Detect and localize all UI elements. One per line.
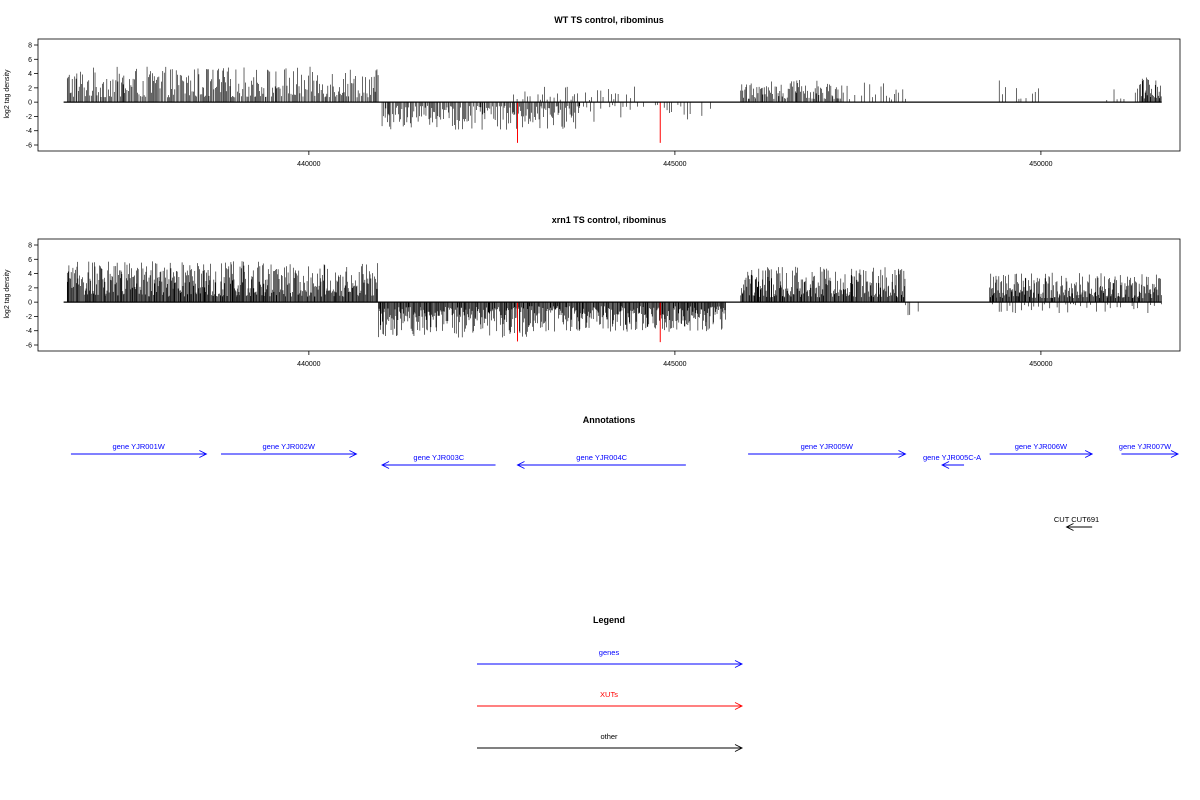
y-tick-label: 8	[28, 243, 32, 250]
y-tick-label: 8	[28, 43, 32, 50]
y-tick-label: -6	[26, 143, 32, 150]
legend-arrowhead	[734, 744, 744, 752]
xrn1-track-ylabel: log2 tag density	[4, 269, 11, 319]
y-tick-label: -2	[26, 114, 32, 121]
annotation-arrowhead	[516, 461, 525, 469]
annotation-label: gene YJR005C-A	[923, 453, 981, 462]
x-tick-label: 440000	[297, 361, 320, 368]
xrn1-highlight-bars	[516, 302, 661, 343]
legend-arrowhead	[734, 660, 744, 668]
legend-label: XUTs	[600, 690, 618, 699]
annotation-arrowhead	[1170, 450, 1180, 458]
wt-highlight-bars	[516, 102, 661, 143]
annotation-arrowhead	[349, 450, 358, 458]
wt-plot-frame	[37, 38, 1181, 152]
legend-arrowhead	[734, 702, 744, 710]
annotation-label: gene YJR004C	[576, 453, 627, 462]
wt-track-ylabel: log2 tag density	[4, 69, 11, 119]
wt-y-axis: 8 6 4 2 0 -2 -4 -6	[26, 43, 38, 150]
y-tick-label: 2	[28, 85, 32, 92]
y-tick-label: 4	[28, 71, 32, 78]
annotations-panel: Annotations gene YJR001W gene YJR002Wgene…	[70, 415, 1180, 531]
wt-x-axis: 440000 445000 450000	[297, 151, 1053, 168]
annotation-label: CUT CUT691	[1054, 515, 1099, 524]
annotation-label: gene YJR007W	[1119, 442, 1172, 451]
xrn1-track-panel: xrn1 TS control, ribominus log2 tag dens…	[4, 215, 1181, 368]
annotation-arrowhead	[898, 450, 907, 458]
legend-panel: Legend genes XUTs other	[477, 615, 744, 752]
y-tick-label: -2	[26, 314, 32, 321]
y-tick-label: 0	[28, 100, 32, 107]
legend-label: genes	[599, 648, 620, 657]
x-tick-label: 450000	[1029, 361, 1052, 368]
y-tick-label: -4	[26, 328, 32, 335]
legend-label: other	[600, 732, 618, 741]
wt-bars	[66, 66, 1162, 130]
y-tick-label: -6	[26, 343, 32, 350]
legend-items: genes XUTs other	[477, 648, 744, 752]
annotation-arrowhead	[941, 461, 950, 469]
y-tick-label: 6	[28, 257, 32, 264]
annotation-label: gene YJR002W	[263, 442, 316, 451]
xrn1-x-axis: 440000 445000 450000	[297, 351, 1053, 368]
annotation-items: gene YJR001W gene YJR002W gene YJR003C gene…	[70, 442, 1180, 531]
xrn1-track-title: xrn1 TS control, ribominus	[552, 215, 667, 225]
annotation-label: gene YJR005W	[801, 442, 854, 451]
y-tick-label: 6	[28, 57, 32, 64]
x-tick-label: 440000	[297, 161, 320, 168]
x-tick-label: 445000	[663, 161, 686, 168]
y-tick-label: 0	[28, 300, 32, 307]
annotation-arrowhead	[199, 450, 208, 458]
wt-track-panel: WT TS control, ribominus log2 tag densit…	[4, 15, 1181, 168]
xrn1-plot-frame	[37, 238, 1181, 352]
annotation-label: gene YJR003C	[413, 453, 464, 462]
annotation-arrowhead	[381, 461, 390, 469]
x-tick-label: 445000	[663, 361, 686, 368]
y-tick-label: -4	[26, 128, 32, 135]
y-tick-label: 4	[28, 271, 32, 278]
xrn1-y-axis: 8 6 4 2 0 -2 -4 -6	[26, 243, 38, 350]
xrn1-bars	[66, 261, 1162, 338]
annotation-arrowhead	[1065, 523, 1074, 531]
wt-track-title: WT TS control, ribominus	[554, 15, 664, 25]
annotation-arrowhead	[1084, 450, 1094, 458]
annotation-label: gene YJR001W	[112, 442, 165, 451]
annotations-title: Annotations	[583, 415, 636, 425]
y-tick-label: 2	[28, 285, 32, 292]
legend-title: Legend	[593, 615, 625, 625]
x-tick-label: 450000	[1029, 161, 1052, 168]
annotation-label: gene YJR006W	[1015, 442, 1068, 451]
